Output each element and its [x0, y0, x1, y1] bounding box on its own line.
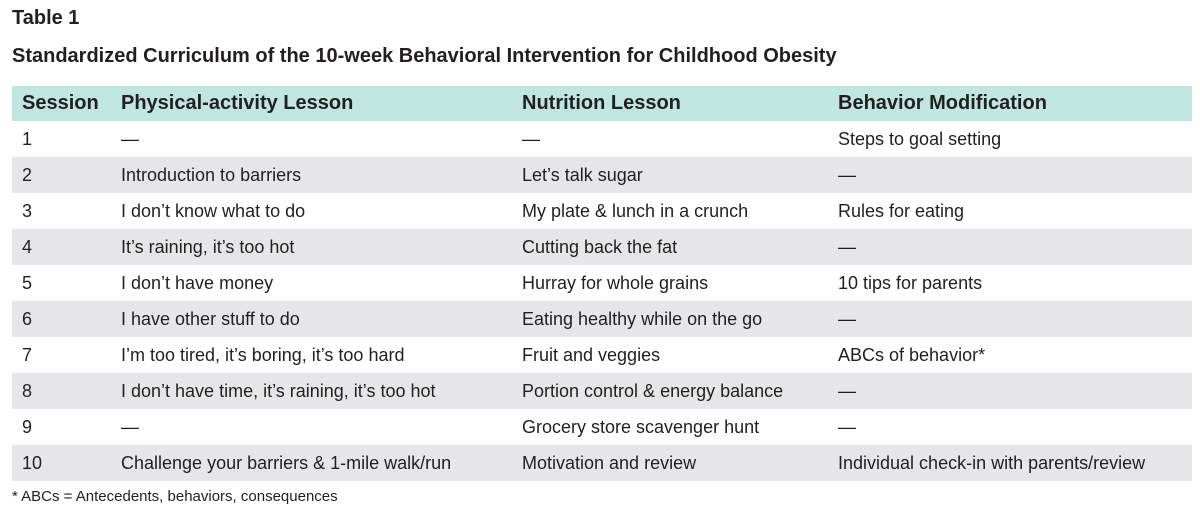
table-row: 6 I have other stuff to do Eating health… [12, 301, 1192, 337]
header-behavior-modification: Behavior Modification [828, 86, 1192, 121]
session-cell: 5 [12, 265, 111, 301]
physical-activity-cell: I don’t have time, it’s raining, it’s to… [111, 373, 512, 409]
table-header-row: Session Physical-activity Lesson Nutriti… [12, 86, 1192, 121]
behavior-cell: Individual check-in with parents/review [828, 445, 1192, 481]
nutrition-cell: Let’s talk sugar [512, 157, 828, 193]
nutrition-cell: Fruit and veggies [512, 337, 828, 373]
table-row: 5 I don’t have money Hurray for whole gr… [12, 265, 1192, 301]
behavior-cell: 10 tips for parents [828, 265, 1192, 301]
table-footnote: * ABCs = Antecedents, behaviors, consequ… [12, 488, 338, 505]
header-physical-activity-lesson: Physical-activity Lesson [111, 86, 512, 121]
physical-activity-cell: I have other stuff to do [111, 301, 512, 337]
table-label: Table 1 [12, 7, 80, 29]
table-row: 9 — Grocery store scavenger hunt — [12, 409, 1192, 445]
table-row: 1 — — Steps to goal setting [12, 121, 1192, 157]
table-row: 2 Introduction to barriers Let’s talk su… [12, 157, 1192, 193]
behavior-cell: — [828, 373, 1192, 409]
header-session: Session [12, 86, 111, 121]
nutrition-cell: Motivation and review [512, 445, 828, 481]
session-cell: 8 [12, 373, 111, 409]
session-cell: 6 [12, 301, 111, 337]
session-cell: 10 [12, 445, 111, 481]
behavior-cell: Rules for eating [828, 193, 1192, 229]
session-cell: 3 [12, 193, 111, 229]
table-caption: Standardized Curriculum of the 10-week B… [12, 45, 837, 67]
nutrition-cell: Grocery store scavenger hunt [512, 409, 828, 445]
physical-activity-cell: I don’t know what to do [111, 193, 512, 229]
physical-activity-cell: Challenge your barriers & 1-mile walk/ru… [111, 445, 512, 481]
session-cell: 2 [12, 157, 111, 193]
nutrition-cell: — [512, 121, 828, 157]
physical-activity-cell: Introduction to barriers [111, 157, 512, 193]
nutrition-cell: Portion control & energy balance [512, 373, 828, 409]
curriculum-table: Session Physical-activity Lesson Nutriti… [12, 86, 1192, 481]
physical-activity-cell: — [111, 121, 512, 157]
table-row: 7 I’m too tired, it’s boring, it’s too h… [12, 337, 1192, 373]
session-cell: 4 [12, 229, 111, 265]
physical-activity-cell: I don’t have money [111, 265, 512, 301]
physical-activity-cell: — [111, 409, 512, 445]
nutrition-cell: My plate & lunch in a crunch [512, 193, 828, 229]
nutrition-cell: Cutting back the fat [512, 229, 828, 265]
table-row: 4 It’s raining, it’s too hot Cutting bac… [12, 229, 1192, 265]
behavior-cell: ABCs of behavior* [828, 337, 1192, 373]
nutrition-cell: Eating healthy while on the go [512, 301, 828, 337]
behavior-cell: — [828, 157, 1192, 193]
behavior-cell: Steps to goal setting [828, 121, 1192, 157]
physical-activity-cell: It’s raining, it’s too hot [111, 229, 512, 265]
behavior-cell: — [828, 409, 1192, 445]
behavior-cell: — [828, 301, 1192, 337]
physical-activity-cell: I’m too tired, it’s boring, it’s too har… [111, 337, 512, 373]
table-row: 8 I don’t have time, it’s raining, it’s … [12, 373, 1192, 409]
session-cell: 9 [12, 409, 111, 445]
nutrition-cell: Hurray for whole grains [512, 265, 828, 301]
behavior-cell: — [828, 229, 1192, 265]
header-nutrition-lesson: Nutrition Lesson [512, 86, 828, 121]
session-cell: 7 [12, 337, 111, 373]
table-row: 3 I don’t know what to do My plate & lun… [12, 193, 1192, 229]
table-row: 10 Challenge your barriers & 1-mile walk… [12, 445, 1192, 481]
session-cell: 1 [12, 121, 111, 157]
